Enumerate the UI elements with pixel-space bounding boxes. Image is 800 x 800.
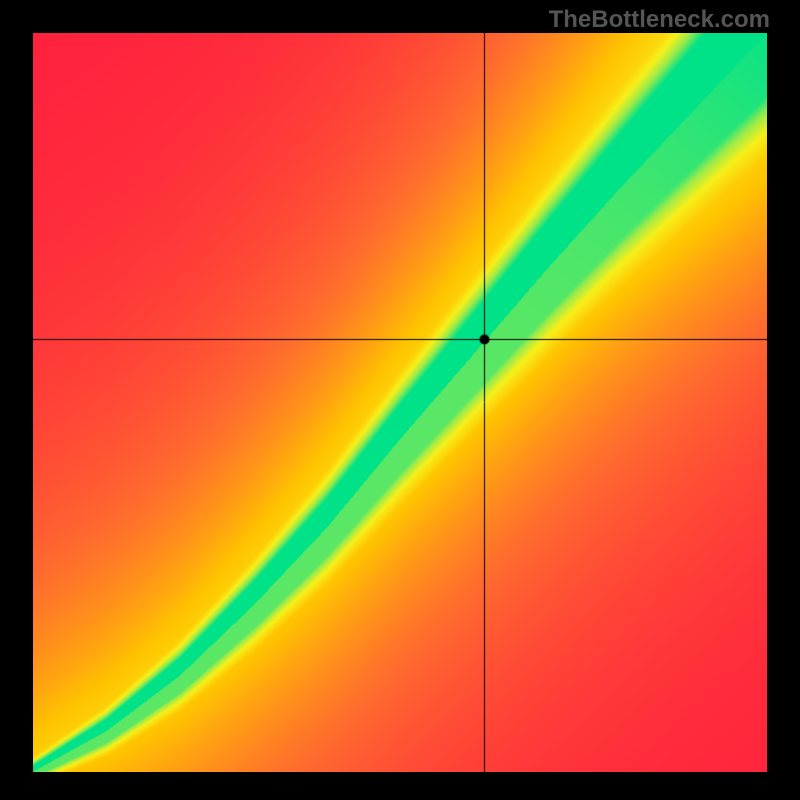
outer-container: TheBottleneck.com (0, 0, 800, 800)
bottleneck-heatmap (33, 33, 767, 772)
watermark-text: TheBottleneck.com (549, 6, 770, 34)
